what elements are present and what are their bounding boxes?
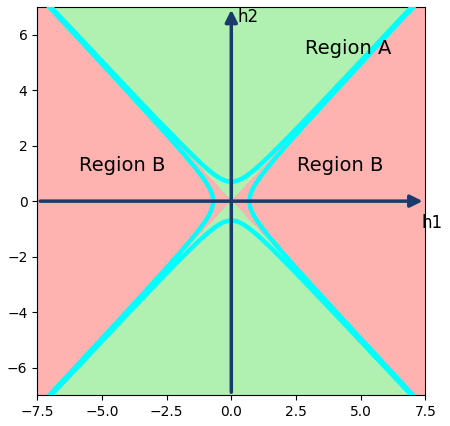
Text: Region B: Region B: [79, 155, 166, 175]
Text: Region A: Region A: [305, 39, 391, 58]
Text: h2: h2: [238, 9, 259, 26]
Text: h1: h1: [422, 213, 443, 232]
Text: Region B: Region B: [297, 155, 383, 175]
